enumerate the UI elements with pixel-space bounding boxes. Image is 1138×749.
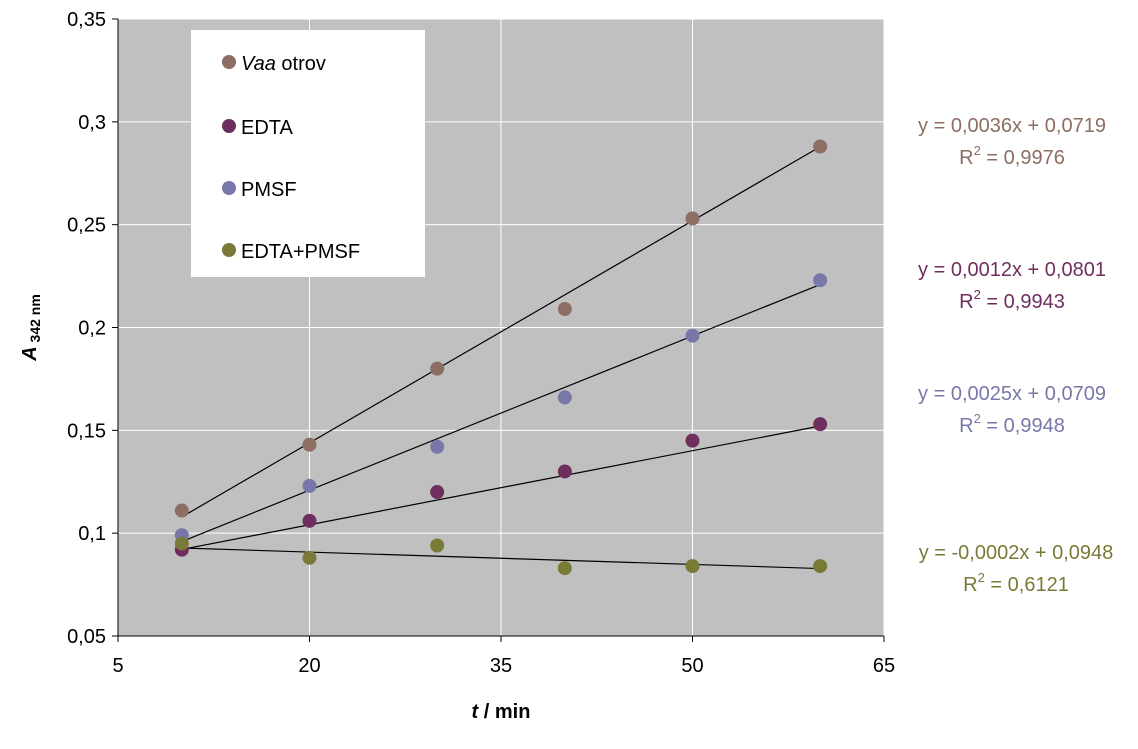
data-point-1 <box>302 513 317 528</box>
data-point-3 <box>430 538 445 553</box>
equation-2: y = 0,0025x + 0,0709 <box>918 383 1106 405</box>
data-point-2 <box>813 273 828 288</box>
y-tick-label: 0,2 <box>78 318 106 340</box>
trendline-2 <box>181 283 821 543</box>
data-point-3 <box>685 559 700 574</box>
r-squared-3: R2 = 0,6121 <box>963 570 1069 596</box>
data-point-0 <box>557 301 572 316</box>
data-point-0 <box>174 503 189 518</box>
x-tick-label: 20 <box>298 655 320 677</box>
r-squared-2: R2 = 0,9948 <box>959 411 1065 437</box>
legend-label-2: PMSF <box>241 179 297 201</box>
data-point-1 <box>813 417 828 432</box>
y-tick-label: 0,05 <box>67 626 106 648</box>
legend-label-1: EDTA <box>241 117 294 139</box>
r-squared-0: R2 = 0,9976 <box>959 143 1065 169</box>
y-tick-label: 0,35 <box>67 9 106 31</box>
x-tick-label: 50 <box>681 655 703 677</box>
data-point-2 <box>302 478 317 493</box>
y-tick-label: 0,3 <box>78 112 106 134</box>
data-point-2 <box>685 328 700 343</box>
legend-label-0: Vaa otrov <box>241 53 326 75</box>
data-point-1 <box>557 464 572 479</box>
trendline-0 <box>181 146 821 518</box>
data-point-2 <box>557 390 572 405</box>
equation-0: y = 0,0036x + 0,0719 <box>918 115 1106 137</box>
data-point-3 <box>174 536 189 551</box>
x-tick-label: 65 <box>873 655 895 677</box>
data-point-3 <box>302 550 317 565</box>
data-point-1 <box>685 433 700 448</box>
x-tick-label: 35 <box>490 655 512 677</box>
y-tick-label: 0,25 <box>67 215 106 237</box>
data-point-0 <box>302 437 317 452</box>
legend-marker-1 <box>222 119 236 133</box>
x-axis-title: t / min <box>472 701 531 723</box>
legend-label-3: EDTA+PMSF <box>241 241 360 263</box>
equation-1: y = 0,0012x + 0,0801 <box>918 259 1106 281</box>
trendline-3 <box>181 547 821 570</box>
data-point-3 <box>557 561 572 576</box>
data-point-1 <box>430 485 445 500</box>
r-squared-1: R2 = 0,9943 <box>959 287 1065 313</box>
legend-marker-3 <box>222 243 236 257</box>
trendline-1 <box>181 425 821 551</box>
data-point-0 <box>430 361 445 376</box>
legend <box>191 30 425 277</box>
y-axis-title: A 342 nm <box>19 294 43 362</box>
y-tick-label: 0,1 <box>78 523 106 545</box>
data-point-3 <box>813 559 828 574</box>
x-tick-label: 5 <box>112 655 123 677</box>
equation-3: y = -0,0002x + 0,0948 <box>919 542 1114 564</box>
legend-marker-2 <box>222 181 236 195</box>
data-point-0 <box>685 211 700 226</box>
legend-marker-0 <box>222 55 236 69</box>
data-point-2 <box>430 439 445 454</box>
y-tick-label: 0,15 <box>67 420 106 442</box>
data-point-0 <box>813 139 828 154</box>
